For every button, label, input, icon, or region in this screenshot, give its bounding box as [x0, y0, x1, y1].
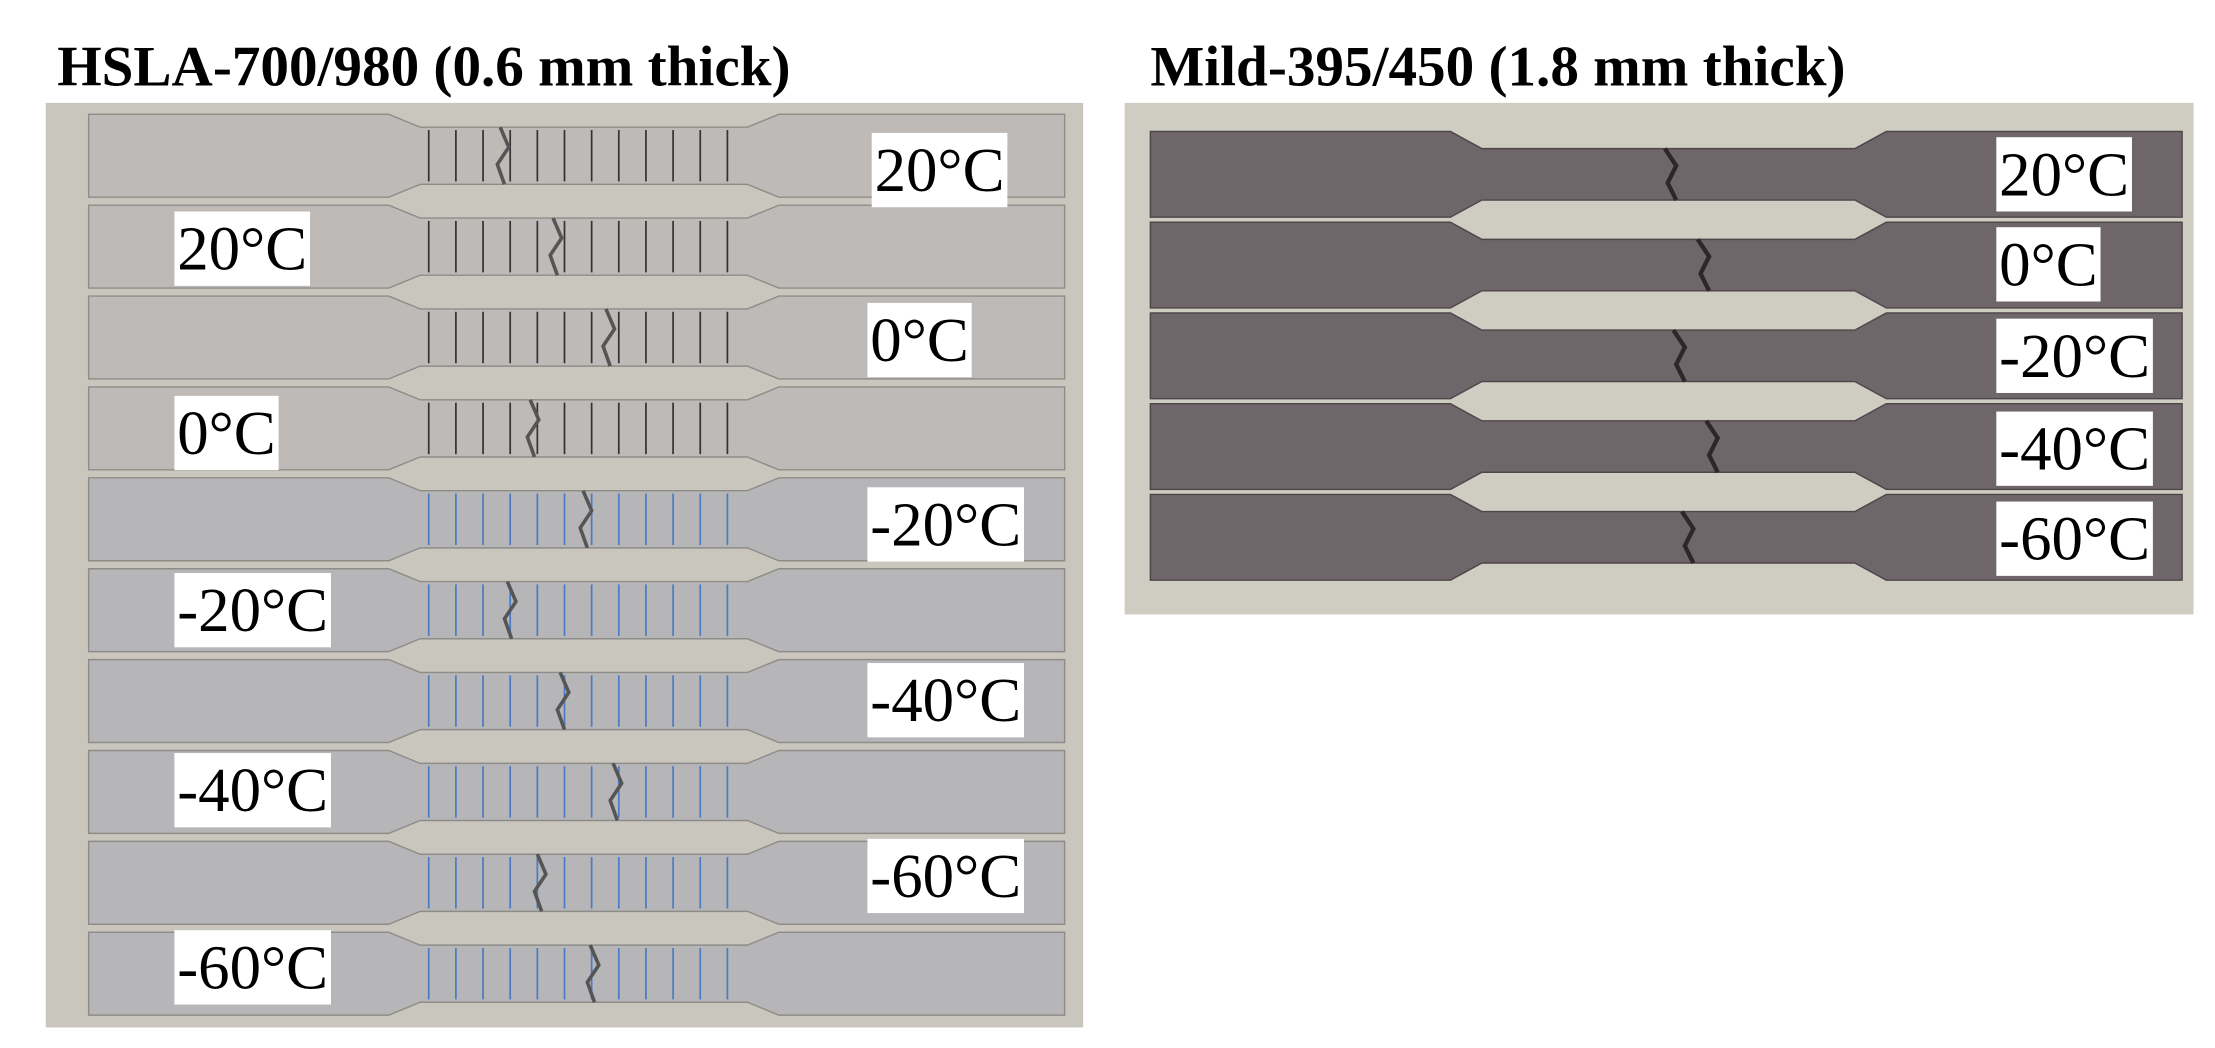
temperature-label: -60°C — [1999, 504, 2150, 574]
fracture — [1695, 238, 1712, 292]
temperature-label: 20°C — [1999, 139, 2129, 209]
specimen — [87, 113, 1066, 198]
label-box — [174, 395, 279, 471]
label-box — [1996, 501, 2153, 576]
label-box — [1996, 227, 2101, 302]
label-box — [871, 132, 1008, 208]
labels: 20°C 20°C 0°C 0°C -20°C -20°C -40°C -40°C -60°C -… — [174, 132, 2153, 1005]
specimen — [1149, 221, 2183, 309]
label-box — [174, 211, 311, 286]
fracture — [1663, 147, 1679, 202]
specimen — [87, 204, 1066, 289]
specimen — [87, 658, 1066, 744]
panel-title: Mild-395/450 (1.8 mm thick) — [1150, 36, 1845, 99]
specimen — [1149, 130, 2183, 218]
fracture — [578, 490, 594, 549]
fracture — [502, 580, 518, 640]
label-box — [1996, 318, 2153, 393]
temperature-label: -60°C — [177, 932, 328, 1002]
specimen — [87, 931, 1066, 1016]
specimen — [87, 386, 1066, 471]
specimen — [1149, 312, 2183, 400]
label-box — [867, 838, 1025, 914]
specimen — [87, 749, 1066, 835]
fracture — [548, 217, 564, 276]
fracture — [555, 671, 571, 731]
specimen — [87, 840, 1066, 925]
label-box — [1996, 411, 2153, 486]
temperature-label: 0°C — [870, 305, 969, 375]
temperature-label: 20°C — [875, 135, 1005, 205]
temperature-label: 0°C — [177, 398, 276, 468]
fracture — [525, 399, 541, 458]
fracture — [495, 126, 511, 185]
panel-title: HSLA-700/980 (0.6 mm thick) — [57, 36, 790, 99]
label-box — [174, 573, 331, 648]
specimen — [87, 568, 1066, 653]
fracture — [601, 308, 617, 367]
fracture — [1704, 419, 1721, 474]
label-box — [867, 302, 972, 378]
specimens — [87, 113, 2183, 1016]
temperature-label: 20°C — [177, 214, 307, 284]
temperature-label: -40°C — [177, 755, 328, 825]
specimen — [87, 477, 1066, 562]
fracture — [532, 853, 548, 912]
temperature-label: -20°C — [1999, 321, 2150, 391]
temperature-label: -20°C — [870, 489, 1021, 559]
temperature-label: -60°C — [870, 841, 1021, 911]
fracture — [608, 762, 624, 822]
label-box — [867, 487, 1025, 562]
fracture — [1680, 510, 1696, 564]
specimen — [87, 295, 1066, 380]
specimen — [1149, 402, 2183, 491]
fracture — [1671, 328, 1688, 383]
fracture — [585, 944, 601, 1003]
temperature-label: -40°C — [870, 665, 1021, 735]
label-box — [174, 930, 331, 1005]
label-box — [867, 663, 1025, 738]
temperature-label: 0°C — [1999, 229, 2098, 299]
label-box — [174, 753, 331, 828]
temperature-label: -20°C — [177, 575, 328, 645]
temperature-label: -40°C — [1999, 414, 2150, 484]
specimen — [1149, 493, 2183, 581]
label-box — [1996, 137, 2132, 212]
